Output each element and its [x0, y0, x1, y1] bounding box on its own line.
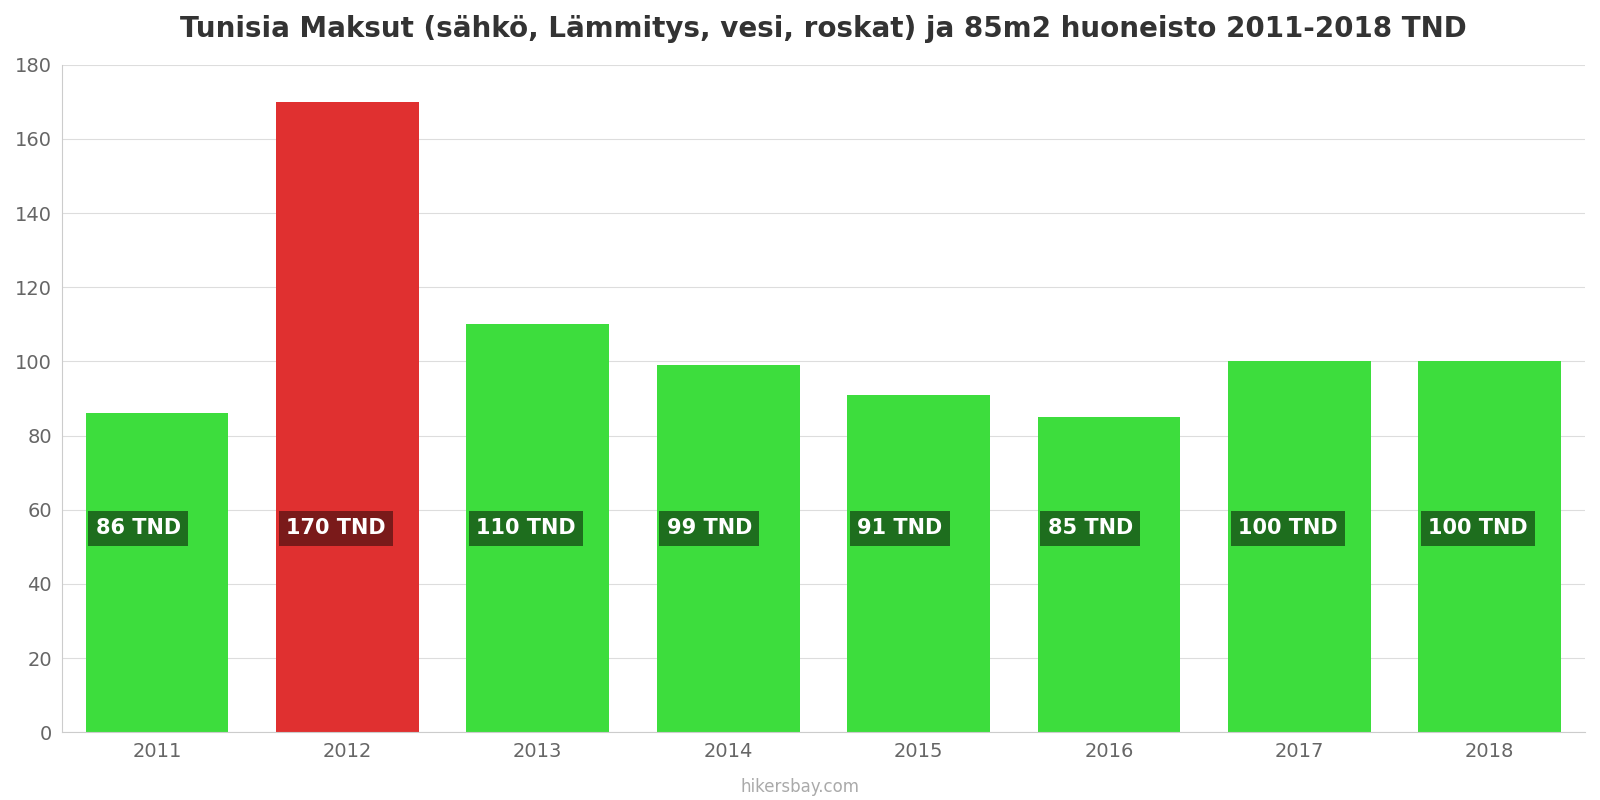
Bar [85, 414, 229, 732]
Bar [656, 365, 800, 732]
Text: 170 TND: 170 TND [286, 518, 386, 538]
Bar [466, 324, 610, 732]
Text: 91 TND: 91 TND [858, 518, 942, 538]
Text: hikersbay.com: hikersbay.com [741, 778, 859, 796]
Text: 110 TND: 110 TND [477, 518, 576, 538]
Text: 100 TND: 100 TND [1429, 518, 1528, 538]
Bar [1418, 362, 1562, 732]
Text: 99 TND: 99 TND [667, 518, 752, 538]
Text: 85 TND: 85 TND [1048, 518, 1133, 538]
Bar [1227, 362, 1371, 732]
Bar [846, 395, 990, 732]
Bar [1037, 417, 1181, 732]
Bar [275, 102, 419, 732]
Text: 86 TND: 86 TND [96, 518, 181, 538]
Text: 100 TND: 100 TND [1238, 518, 1338, 538]
Title: Tunisia Maksut (sähkö, Lämmitys, vesi, roskat) ja 85m2 huoneisto 2011-2018 TND: Tunisia Maksut (sähkö, Lämmitys, vesi, r… [179, 15, 1467, 43]
